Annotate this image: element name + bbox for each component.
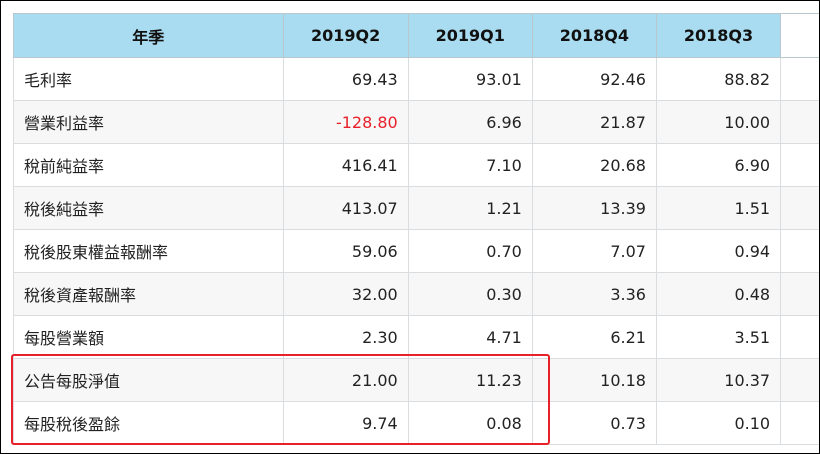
- header-2019q1: 2019Q1: [407, 13, 533, 58]
- table-cell: 10.00: [655, 100, 782, 144]
- header-2018q4: 2018Q4: [531, 13, 657, 58]
- table-cell: 10.18: [531, 358, 657, 402]
- table-cell: 92.46: [531, 57, 657, 101]
- table-cell: 13.39: [531, 186, 657, 230]
- table-cell: 4.71: [407, 315, 533, 359]
- table-cell: 0.48: [655, 272, 782, 316]
- table-cell: 7.10: [407, 143, 533, 187]
- table-cell: 0.10: [655, 401, 782, 445]
- table-cell: 59.06: [282, 229, 409, 273]
- table-row: 每股營業額 2.30 4.71 6.21 3.51: [13, 315, 819, 359]
- table-cell: 416.41: [282, 143, 409, 187]
- table-cell: 7.07: [531, 229, 657, 273]
- table-cell: 88.82: [655, 57, 782, 101]
- table-cell: 21.87: [531, 100, 657, 144]
- table-row: 毛利率 69.43 93.01 92.46 88.82: [13, 57, 819, 101]
- table-row: 稅後資產報酬率 32.00 0.30 3.36 0.48: [13, 272, 819, 316]
- overflow-cell: [780, 229, 819, 273]
- table-row: 營業利益率 -128.80 6.96 21.87 10.00: [13, 100, 819, 144]
- overflow-cell: [780, 315, 819, 359]
- header-year-quarter: 年季: [13, 13, 284, 58]
- overflow-cell: [780, 272, 819, 316]
- header-overflow-cell: [780, 13, 819, 58]
- row-label: 每股營業額: [13, 315, 284, 359]
- table-cell: 0.73: [531, 401, 657, 445]
- table-cell: 9.74: [282, 401, 409, 445]
- row-label: 每股稅後盈餘: [13, 401, 284, 445]
- table-cell: 0.08: [407, 401, 533, 445]
- table-cell: 21.00: [282, 358, 409, 402]
- overflow-cell: [780, 143, 819, 187]
- overflow-cell: [780, 186, 819, 230]
- table-row: 公告每股淨值 21.00 11.23 10.18 10.37: [13, 358, 819, 402]
- table-cell: 413.07: [282, 186, 409, 230]
- row-label: 毛利率: [13, 57, 284, 101]
- table-cell: 93.01: [407, 57, 533, 101]
- table-cell: 11.23: [407, 358, 533, 402]
- table-cell: 3.36: [531, 272, 657, 316]
- row-label: 稅後資產報酬率: [13, 272, 284, 316]
- table-header-row: 年季 2019Q2 2019Q1 2018Q4 2018Q3: [13, 13, 819, 58]
- table-cell: 1.51: [655, 186, 782, 230]
- table-cell: 3.51: [655, 315, 782, 359]
- row-label: 稅後純益率: [13, 186, 284, 230]
- table-cell: 6.90: [655, 143, 782, 187]
- table-cell: 0.94: [655, 229, 782, 273]
- table-row: 稅後股東權益報酬率 59.06 0.70 7.07 0.94: [13, 229, 819, 273]
- overflow-cell: [780, 358, 819, 402]
- row-label: 營業利益率: [13, 100, 284, 144]
- row-label: 公告每股淨值: [13, 358, 284, 402]
- table-cell: 32.00: [282, 272, 409, 316]
- table-cell: 2.30: [282, 315, 409, 359]
- overflow-cell: [780, 401, 819, 445]
- row-label: 稅後股東權益報酬率: [13, 229, 284, 273]
- table-cell: 6.21: [531, 315, 657, 359]
- table-cell: 69.43: [282, 57, 409, 101]
- header-2019q2: 2019Q2: [282, 13, 409, 58]
- table-row: 稅後純益率 413.07 1.21 13.39 1.51: [13, 186, 819, 230]
- table-row: 每股稅後盈餘 9.74 0.08 0.73 0.10: [13, 401, 819, 445]
- table-cell: 0.30: [407, 272, 533, 316]
- table-cell-negative: -128.80: [282, 100, 409, 144]
- table-cell: 1.21: [407, 186, 533, 230]
- table-row: 稅前純益率 416.41 7.10 20.68 6.90: [13, 143, 819, 187]
- row-label: 稅前純益率: [13, 143, 284, 187]
- financial-ratio-table: 年季 2019Q2 2019Q1 2018Q4 2018Q3 毛利率 69.43…: [13, 13, 819, 445]
- header-2018q3: 2018Q3: [655, 13, 782, 58]
- overflow-cell: [780, 57, 819, 101]
- table-cell: 10.37: [655, 358, 782, 402]
- table-cell: 0.70: [407, 229, 533, 273]
- table-cell: 6.96: [407, 100, 533, 144]
- overflow-cell: [780, 100, 819, 144]
- table-cell: 20.68: [531, 143, 657, 187]
